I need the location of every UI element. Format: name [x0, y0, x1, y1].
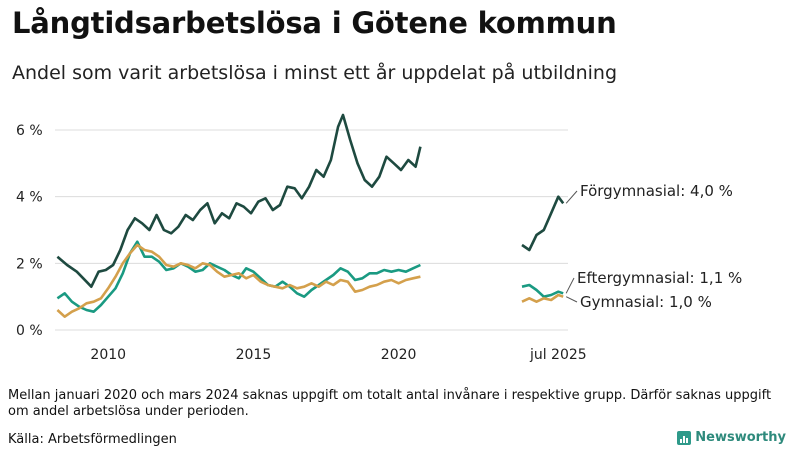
series-label: Gymnasial: 1,0 %: [580, 293, 712, 311]
series-label: Förgymnasial: 4,0 %: [580, 182, 733, 200]
label-connector: [565, 277, 575, 294]
x-tick-label: jul 2025: [529, 347, 587, 363]
gridlines: [55, 129, 568, 331]
series-line-eftergymnasial: [56, 240, 421, 313]
x-axis-tick-labels: 2010 2015 2020 jul 2025: [90, 347, 586, 363]
x-tick-label: 2010: [90, 347, 126, 363]
footnote: Mellan januari 2020 och mars 2024 saknas…: [8, 388, 772, 419]
y-tick-label: 6 %: [16, 123, 43, 139]
y-tick-label: 2 %: [16, 256, 43, 272]
bar-chart-icon: [677, 430, 692, 445]
label-connector: [565, 296, 578, 303]
y-tick-label: 4 %: [16, 190, 43, 206]
chart-title: Långtidsarbetslösa i Götene kommun: [12, 6, 617, 40]
series-line-gymnasial: [521, 293, 564, 303]
newsworthy-logo: Newsworthy: [677, 430, 786, 445]
series-line-eftergymnasial: [521, 283, 564, 298]
series-line-gymnasial: [56, 243, 421, 318]
label-connector: [565, 190, 578, 204]
x-tick-label: 2020: [381, 347, 417, 363]
series-end-labels: Förgymnasial: 4,0 % Eftergymnasial: 1,1 %…: [565, 182, 742, 311]
y-tick-label: 0 %: [16, 323, 43, 339]
logo-text: Newsworthy: [695, 430, 786, 445]
series-label: Eftergymnasial: 1,1 %: [577, 269, 742, 287]
series-line-förgymnasial: [521, 195, 565, 252]
chart-subtitle: Andel som varit arbetslösa i minst ett å…: [12, 62, 618, 84]
source-text: Källa: Arbetsförmedlingen: [8, 432, 177, 447]
y-axis-tick-labels: 0 % 2 % 4 % 6 %: [16, 123, 43, 339]
series-line-förgymnasial: [56, 113, 422, 288]
series-lines: [56, 113, 565, 318]
x-tick-label: 2015: [236, 347, 272, 363]
